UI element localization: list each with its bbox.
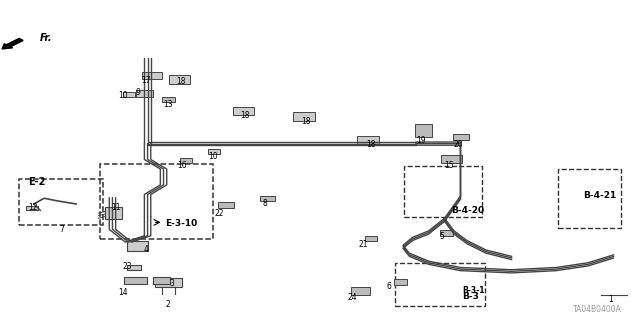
Text: 17: 17: [141, 76, 151, 85]
Text: 10: 10: [118, 92, 128, 100]
Bar: [169, 75, 190, 84]
Bar: [440, 230, 454, 236]
Bar: [156, 278, 182, 286]
Bar: [232, 107, 254, 115]
Bar: [293, 113, 315, 121]
Text: 12: 12: [28, 203, 37, 212]
Text: 13: 13: [163, 100, 173, 109]
Text: 1: 1: [608, 295, 613, 304]
Text: 16: 16: [177, 161, 187, 170]
Text: 14: 14: [118, 288, 128, 297]
Text: TA04B0400A: TA04B0400A: [573, 306, 621, 315]
Text: 24: 24: [347, 293, 356, 302]
Text: 9: 9: [136, 88, 140, 97]
Bar: [218, 202, 234, 208]
Text: 3: 3: [170, 279, 174, 288]
Bar: [415, 124, 432, 137]
Text: 22: 22: [214, 209, 224, 218]
Bar: [127, 265, 141, 270]
Text: Fr.: Fr.: [40, 33, 53, 43]
Bar: [208, 149, 220, 154]
Text: 8: 8: [262, 199, 267, 208]
Text: B-3-1: B-3-1: [462, 286, 484, 295]
Bar: [26, 205, 38, 210]
Text: 18: 18: [366, 140, 376, 149]
Text: 2: 2: [166, 300, 170, 309]
Text: 18: 18: [177, 77, 186, 86]
Text: B-3: B-3: [462, 292, 479, 301]
Bar: [351, 287, 370, 295]
Text: B-4-21: B-4-21: [583, 190, 616, 200]
Bar: [365, 236, 377, 241]
Bar: [127, 241, 148, 251]
Text: 11: 11: [111, 203, 120, 212]
Text: B-4-20: B-4-20: [451, 206, 484, 215]
Bar: [153, 277, 170, 284]
Bar: [162, 97, 175, 102]
Text: 10: 10: [208, 152, 218, 161]
Text: 21: 21: [358, 240, 368, 249]
Text: 5: 5: [439, 232, 444, 241]
Bar: [124, 277, 147, 284]
Bar: [123, 92, 135, 97]
Text: 6: 6: [387, 282, 392, 291]
Text: 4: 4: [144, 245, 148, 254]
Text: E-3-10: E-3-10: [166, 219, 198, 227]
Text: 15: 15: [444, 161, 454, 170]
Bar: [136, 90, 153, 97]
Text: 19: 19: [416, 136, 426, 145]
Text: 20: 20: [454, 140, 463, 149]
Bar: [453, 134, 469, 140]
Bar: [442, 155, 462, 163]
Bar: [394, 278, 408, 285]
Text: E-2: E-2: [28, 177, 46, 187]
Bar: [105, 207, 122, 219]
Bar: [180, 158, 192, 163]
Text: 7: 7: [59, 225, 64, 234]
Text: 18: 18: [241, 111, 250, 120]
Bar: [260, 196, 275, 201]
Bar: [143, 72, 162, 79]
FancyBboxPatch shape: [19, 179, 103, 225]
FancyArrow shape: [2, 38, 23, 49]
Bar: [357, 136, 379, 144]
Text: 18: 18: [301, 117, 310, 126]
Text: 23: 23: [122, 262, 132, 271]
